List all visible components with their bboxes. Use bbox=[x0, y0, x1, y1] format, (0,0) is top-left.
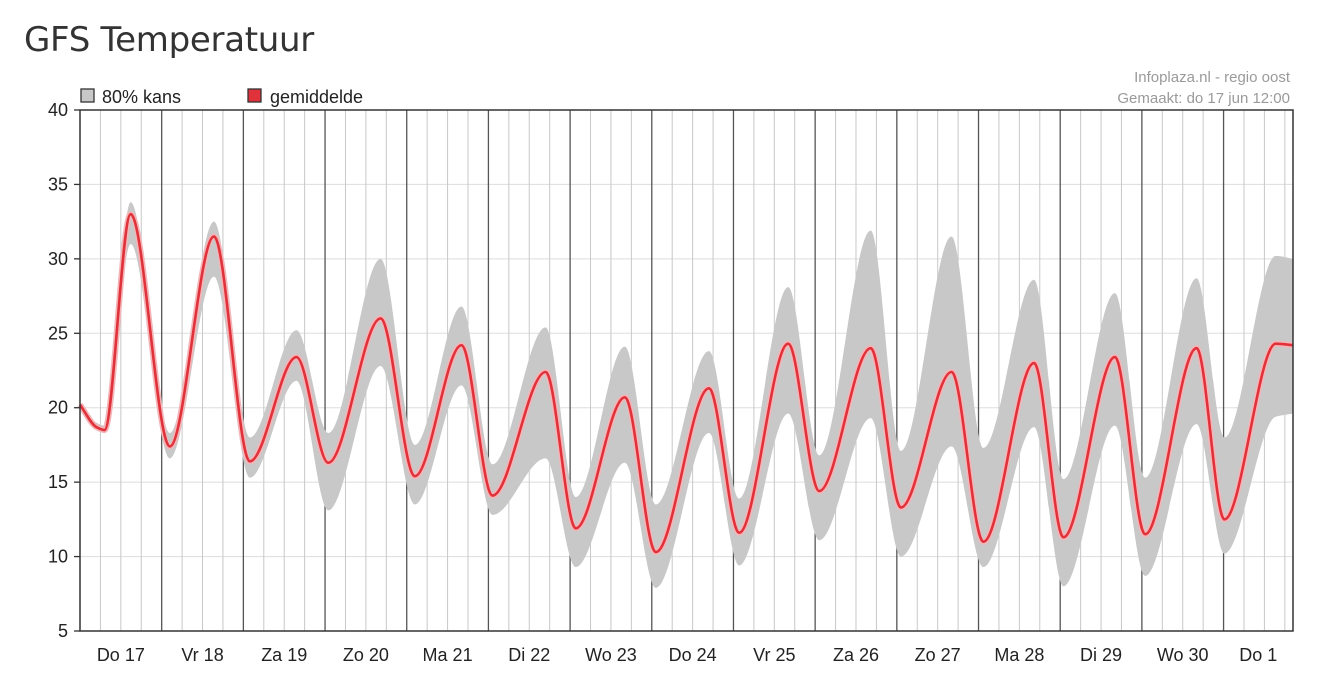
x-tick-label: Zo 27 bbox=[915, 645, 961, 665]
x-tick-label: Ma 21 bbox=[423, 645, 473, 665]
x-tick-label: Do 17 bbox=[97, 645, 145, 665]
legend-swatch-mean bbox=[247, 88, 262, 103]
x-tick-label: Zo 20 bbox=[343, 645, 389, 665]
x-tick-label: Vr 25 bbox=[753, 645, 795, 665]
x-tick-label: Do 1 bbox=[1239, 645, 1277, 665]
y-tick-label: 20 bbox=[48, 398, 68, 418]
x-tick-label: Za 26 bbox=[833, 645, 879, 665]
mean-temperature-line bbox=[78, 212, 1294, 554]
source-info: Infoplaza.nl - regio oost Gemaakt: do 17… bbox=[1117, 69, 1290, 107]
x-tick-label: Wo 23 bbox=[585, 645, 637, 665]
page-title: GFS Temperatuur bbox=[24, 20, 314, 60]
x-tick-label: Do 24 bbox=[669, 645, 717, 665]
x-tick-label: Vr 18 bbox=[181, 645, 223, 665]
confidence-band-80 bbox=[80, 202, 1293, 588]
x-tick-label: Di 22 bbox=[508, 645, 550, 665]
y-tick-label: 35 bbox=[48, 174, 68, 194]
y-tick-label: 30 bbox=[48, 249, 68, 269]
y-tick-label: 40 bbox=[48, 100, 68, 120]
legend-label-mean: gemiddelde bbox=[270, 87, 363, 107]
chart-grid bbox=[80, 110, 1293, 631]
y-tick-label: 10 bbox=[48, 547, 68, 567]
x-tick-label: Wo 30 bbox=[1157, 645, 1209, 665]
y-axis: 5 10 15 20 25 30 35 40 bbox=[48, 100, 80, 641]
y-tick-label: 15 bbox=[48, 472, 68, 492]
x-axis: Do 17 Vr 18 Za 19 Zo 20 Ma 21 Di 22 Wo 23 Do 24… bbox=[97, 645, 1277, 665]
y-tick-label: 25 bbox=[48, 323, 68, 343]
legend-label-band: 80% kans bbox=[102, 87, 181, 107]
plot-frame bbox=[79, 109, 1294, 632]
legend-swatch-band bbox=[80, 88, 95, 103]
x-tick-label: Za 19 bbox=[261, 645, 307, 665]
x-tick-label: Ma 28 bbox=[994, 645, 1044, 665]
source-line-2: Gemaakt: do 17 jun 12:00 bbox=[1117, 90, 1290, 107]
y-tick-label: 5 bbox=[58, 621, 68, 641]
x-tick-label: Di 29 bbox=[1080, 645, 1122, 665]
source-line-1: Infoplaza.nl - regio oost bbox=[1134, 69, 1291, 86]
legend: 80% kans gemiddelde bbox=[80, 87, 363, 107]
